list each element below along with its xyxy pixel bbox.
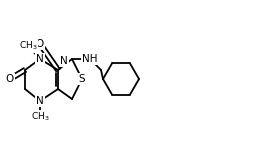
- Text: N: N: [36, 54, 44, 64]
- Text: N: N: [36, 96, 44, 106]
- Text: O: O: [36, 39, 44, 49]
- Text: CH$_3$: CH$_3$: [19, 40, 37, 52]
- Text: O: O: [6, 74, 14, 84]
- Text: NH: NH: [82, 54, 98, 64]
- Text: CH$_3$: CH$_3$: [31, 111, 49, 123]
- Text: N: N: [60, 57, 68, 67]
- Text: S: S: [79, 74, 85, 84]
